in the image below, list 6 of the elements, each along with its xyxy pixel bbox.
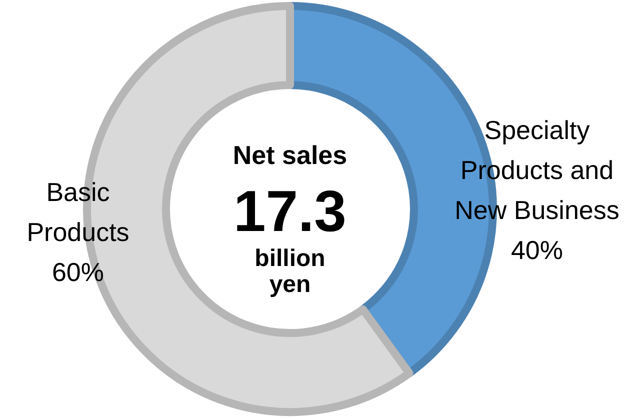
data-label: 40% [510, 235, 564, 265]
text: billion yen [254, 245, 326, 298]
slice-label: Basic Products [26, 177, 130, 247]
data-label: 60% [52, 257, 104, 287]
text: 17.3 [234, 179, 346, 244]
text: Net sales [232, 140, 348, 170]
